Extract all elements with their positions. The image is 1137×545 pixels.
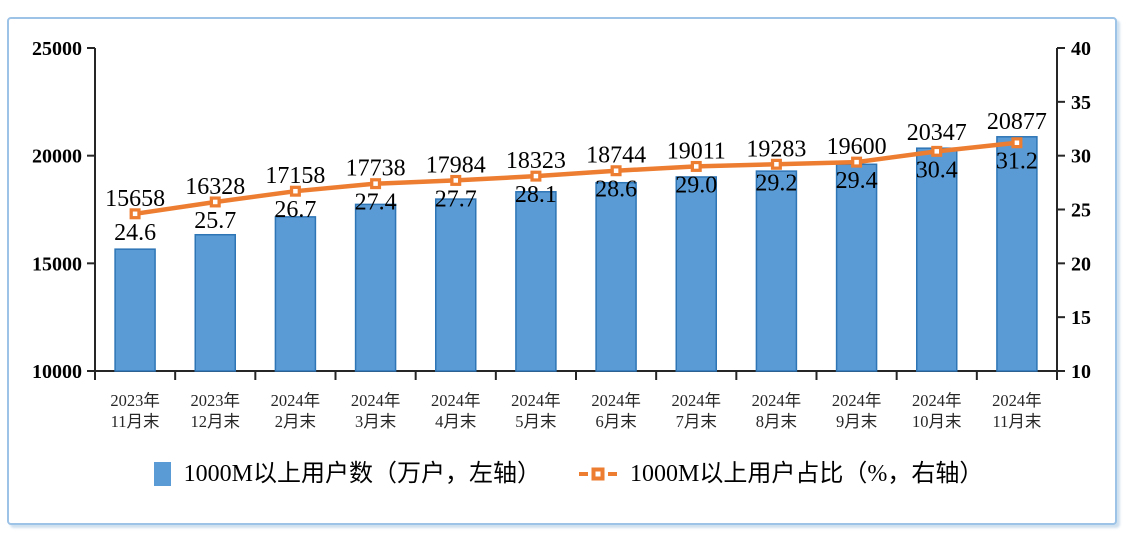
line-point-marker-center [373, 181, 378, 186]
line-value-label: 28.6 [595, 177, 637, 203]
bar-value-label: 17738 [346, 156, 406, 182]
left-axis-tick-label: 15000 [32, 253, 82, 275]
x-axis-category-label: 2023年 11月末 [110, 391, 160, 431]
left-axis-tick-label: 20000 [32, 146, 82, 168]
legend-item-bar-series: 1000M以上用户数（万户，左轴） [153, 461, 541, 487]
line-point-marker-center [934, 149, 939, 154]
line-value-label: 24.6 [114, 220, 156, 246]
right-axis-tick-label: 20 [1071, 253, 1091, 275]
bar [755, 170, 798, 372]
bar-value-label: 18744 [586, 143, 646, 169]
legend-item-line-series: 1000M以上用户占比（%，右轴） [579, 462, 983, 486]
bar-value-label: 16328 [185, 174, 245, 200]
data-labels: 15658 24.6 16328 25.7 17158 26.7 17738 27.4 1798… [105, 109, 1047, 246]
line-value-label: 27.7 [435, 186, 477, 212]
bar-series [114, 136, 1038, 372]
chart-legend: 1000M以上用户数（万户，左轴） 1000M以上用户占比（%，右轴） [20, 452, 1117, 496]
x-axis-category-label: 2024年 4月末 [431, 391, 481, 431]
bar-value-label: 18323 [506, 148, 566, 174]
x-axis-category-label: 2024年 10月末 [912, 391, 962, 431]
x-axis-category-label: 2024年 7月末 [672, 391, 722, 431]
bar-value-label: 17984 [426, 152, 486, 178]
x-axis-category-label: 2024年 8月末 [752, 391, 802, 431]
right-axis-tick-label: 30 [1071, 146, 1091, 168]
bar [595, 181, 637, 372]
line-value-label: 27.4 [355, 190, 397, 216]
line-series-marker-icon [579, 467, 617, 481]
line-value-label: 30.4 [916, 157, 958, 183]
left-axis-tick-label: 25000 [32, 38, 82, 60]
right-axis-tick-label: 15 [1071, 307, 1091, 329]
line-value-label: 29.0 [675, 172, 717, 198]
line-point-marker-center [213, 199, 218, 205]
line-point-marker-center [854, 159, 859, 165]
bar-series-swatch-icon [153, 462, 171, 486]
bar [675, 176, 717, 372]
bar [114, 248, 156, 372]
x-axis-category-label: 2024年 6月末 [591, 391, 641, 431]
bar [996, 136, 1038, 372]
bar [274, 216, 317, 372]
bar-value-label: 19011 [667, 138, 726, 164]
axes: 10000 15000 20000 25000 10 15 20 25 30 35 40 [32, 38, 1091, 383]
bar-value-label: 19283 [746, 136, 806, 162]
line-point-marker-center [613, 168, 619, 173]
x-axis-category-label: 2024年 11月末 [992, 391, 1042, 431]
line-point-marker-center [533, 173, 539, 179]
right-axis-tick-label: 10 [1071, 361, 1091, 383]
legend-label-bar-series: 1000M以上用户数（万户，左轴） [183, 461, 541, 487]
bar [435, 198, 477, 372]
x-axis-category-label: 2023年 12月末 [191, 391, 241, 431]
bar-value-label: 15658 [105, 186, 165, 212]
right-axis-tick-label: 40 [1071, 38, 1091, 60]
line-value-label: 31.2 [996, 149, 1038, 175]
line-point-marker-center [1014, 140, 1020, 145]
bar-value-label: 20347 [907, 120, 967, 146]
bar [835, 163, 878, 372]
line-path [134, 140, 1018, 217]
line-point-marker-center [453, 178, 458, 183]
line-value-label: 28.1 [515, 182, 557, 208]
x-axis-category-label: 2024年 2月末 [271, 391, 321, 431]
line-value-label: 26.7 [274, 197, 316, 223]
line-value-label: 25.7 [194, 208, 236, 234]
x-axis-labels: 2023年 11月末 2023年 12月末 2024年 2月末 2024年 3月末 2024年 4… [110, 391, 1041, 431]
line-series [129, 137, 1023, 220]
bar [194, 233, 236, 372]
legend-label-line-series: 1000M以上用户占比（%，右轴） [630, 461, 984, 487]
line-point-marker-center [132, 211, 138, 217]
right-axis-tick-label: 35 [1071, 92, 1091, 114]
left-axis-tick-label: 10000 [32, 361, 82, 383]
bar [515, 191, 557, 372]
bar-value-label: 19600 [827, 134, 887, 160]
line-point-marker-center [774, 162, 779, 167]
x-axis-category-label: 2024年 5月末 [511, 391, 561, 431]
bar [354, 203, 397, 372]
x-axis-category-label: 2024年 9月末 [832, 391, 882, 431]
x-axis-category-label: 2024年 3月末 [351, 391, 401, 431]
line-value-label: 29.2 [755, 170, 797, 196]
line-point-marker-center [694, 164, 699, 169]
line-point-marker-center [293, 188, 298, 194]
line-value-label: 29.4 [836, 168, 878, 194]
bar-value-label: 17158 [265, 163, 325, 189]
bar [916, 147, 958, 372]
bar-value-label: 20877 [987, 109, 1047, 135]
right-axis-tick-label: 25 [1071, 200, 1091, 222]
